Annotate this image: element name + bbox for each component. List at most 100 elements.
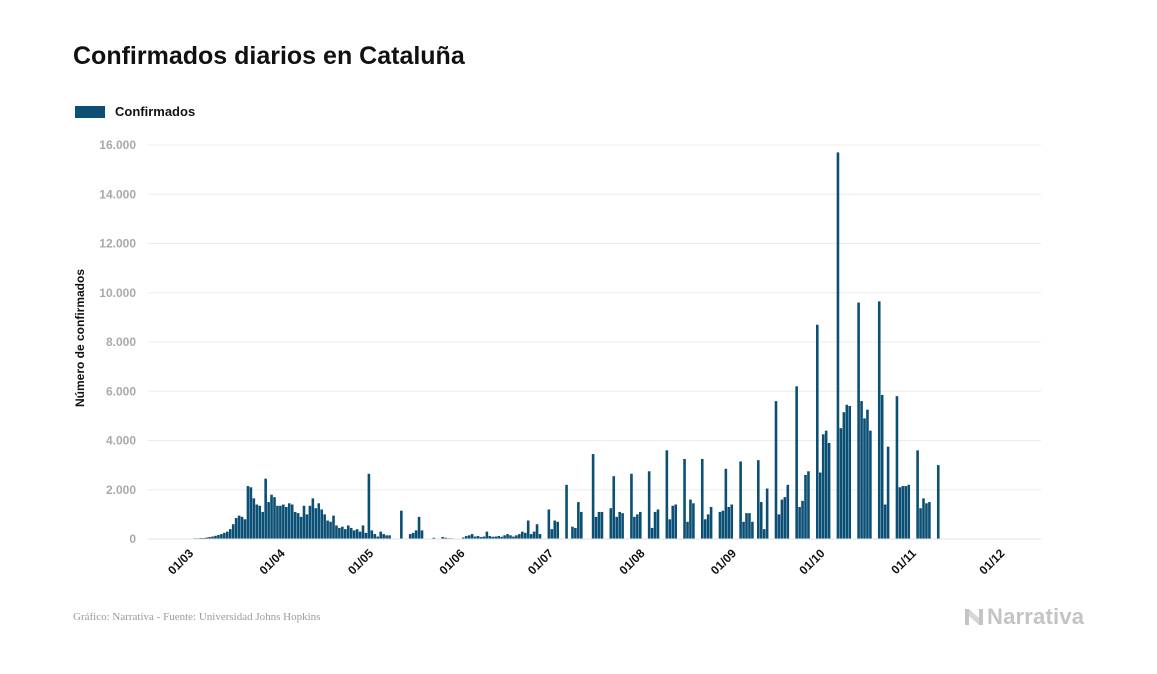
bar — [276, 505, 279, 539]
bar — [264, 478, 267, 539]
bar — [261, 511, 264, 539]
x-tick-label: 01/12 — [976, 546, 1007, 577]
bar — [408, 534, 412, 539]
bar — [341, 526, 344, 539]
bar — [615, 516, 618, 539]
bar — [473, 536, 477, 539]
bar — [594, 516, 598, 539]
bar — [305, 514, 309, 540]
bar — [550, 529, 554, 539]
bar — [255, 504, 259, 539]
bar — [526, 520, 530, 539]
bar — [462, 537, 465, 539]
bar — [382, 534, 385, 539]
y-tick-label: 0 — [129, 532, 136, 546]
x-tick-label: 01/11 — [888, 546, 919, 577]
bar — [249, 487, 253, 539]
bar — [783, 497, 787, 539]
bar — [795, 386, 798, 539]
bar — [237, 515, 241, 539]
bar — [518, 534, 521, 539]
bar — [441, 537, 444, 539]
bar — [509, 535, 512, 539]
x-axis-ticks: 01/03 01/04 01/05 01/06 01/07 01/08 01/09 01/10… — [165, 546, 1008, 577]
bar — [208, 537, 211, 539]
x-tick-label: 01/10 — [796, 546, 827, 577]
bar — [904, 486, 908, 539]
bar — [243, 519, 247, 539]
bar — [417, 516, 421, 539]
bar — [252, 498, 256, 539]
bar — [273, 497, 276, 539]
bar — [432, 537, 436, 539]
bar — [231, 524, 235, 539]
x-tick-label: 01/04 — [257, 546, 288, 577]
bar — [503, 535, 506, 539]
bar — [226, 531, 229, 539]
bar — [344, 529, 347, 539]
y-tick-label: 8.000 — [106, 335, 136, 349]
bar — [349, 527, 353, 539]
bar — [529, 534, 533, 539]
y-tick-label: 10.000 — [99, 286, 136, 300]
bar — [706, 514, 710, 540]
bar — [500, 536, 503, 539]
bar — [214, 535, 217, 539]
bar — [565, 484, 568, 539]
bar — [816, 324, 819, 539]
bar — [234, 518, 238, 539]
bar — [674, 504, 677, 539]
bar — [709, 506, 713, 539]
bar — [205, 537, 208, 539]
bar — [671, 505, 675, 539]
bar — [777, 514, 781, 540]
y-tick-label: 6.000 — [106, 384, 136, 398]
bar — [220, 534, 223, 539]
bar — [290, 504, 294, 539]
bar — [718, 511, 722, 539]
bar — [845, 404, 849, 539]
bar — [494, 536, 498, 539]
bar — [476, 536, 480, 539]
bar — [600, 511, 604, 539]
y-tick-label: 16.000 — [99, 138, 136, 152]
bar — [571, 526, 574, 539]
bar — [786, 484, 790, 539]
bar — [246, 486, 250, 539]
bar — [650, 527, 654, 539]
bar — [877, 301, 881, 539]
bar — [656, 509, 660, 539]
bar — [364, 532, 368, 539]
bar — [762, 529, 766, 539]
bar — [668, 519, 672, 539]
bar — [647, 471, 651, 539]
bar — [919, 508, 922, 539]
bar — [724, 468, 728, 539]
bar — [928, 502, 931, 539]
bar — [612, 476, 616, 539]
narrativa-logo: Narrativa — [963, 604, 1084, 630]
x-tick-label: 01/06 — [437, 546, 468, 577]
legend: Confirmados — [75, 104, 195, 119]
bar — [299, 516, 303, 539]
bar — [538, 534, 542, 539]
bar — [482, 536, 486, 539]
bar — [485, 531, 489, 539]
bar — [739, 461, 742, 539]
x-tick-label: 01/09 — [708, 546, 739, 577]
bar — [804, 474, 807, 539]
y-tick-label: 14.000 — [99, 187, 136, 201]
bar — [636, 514, 639, 540]
bar — [497, 536, 500, 539]
bar — [302, 505, 306, 539]
bar — [379, 531, 382, 539]
bar — [420, 530, 424, 539]
bar — [925, 503, 928, 539]
bar — [270, 494, 273, 539]
bar — [287, 503, 291, 539]
bar — [470, 534, 474, 539]
bar — [591, 454, 595, 539]
bar — [901, 486, 905, 539]
bar — [798, 506, 801, 539]
